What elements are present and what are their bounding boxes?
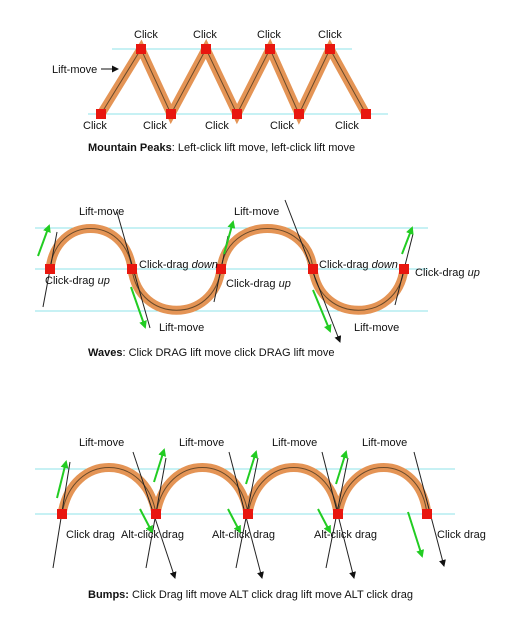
zigzag-path <box>97 38 370 125</box>
bumps-path <box>57 463 432 515</box>
mountain-peaks-diagram: Click Click Click Click Click Click Clic… <box>52 29 388 154</box>
lift-move-label: Lift-move <box>79 206 124 218</box>
peak-label: Click <box>134 29 158 41</box>
valley-label: Click <box>205 120 229 132</box>
caption-title: Waves <box>88 347 122 359</box>
caption-title: Mountain Peaks <box>88 142 172 154</box>
click-drag-up-label: Click-drag up <box>415 267 480 279</box>
bumps-diagram: Lift-move Lift-move Lift-move Lift-move … <box>35 437 486 601</box>
drag-down-arrow <box>312 289 332 333</box>
alt-click-drag-label: Alt-click drag <box>121 529 184 541</box>
waves-caption: Waves: Click DRAG lift move click DRAG l… <box>88 347 335 359</box>
caption-text: : Click DRAG lift move click DRAG lift m… <box>122 347 334 359</box>
drag-up-arrow <box>401 226 414 255</box>
lift-move-label: Lift-move <box>362 437 407 449</box>
alt-click-drag-label: Alt-click drag <box>314 529 377 541</box>
peak-label: Click <box>318 29 342 41</box>
drag-up-arrow <box>335 450 349 485</box>
drag-up-arrow <box>56 460 69 499</box>
valley-label: Click <box>83 120 107 132</box>
drag-down-arrow <box>139 508 153 534</box>
click-drag-down-label: Click-drag down <box>139 259 218 271</box>
bumps-caption: Bumps: Click Drag lift move ALT click dr… <box>88 589 413 601</box>
drag-arrows <box>56 448 424 558</box>
peak-label: Click <box>193 29 217 41</box>
caption-title: Bumps: <box>88 589 129 601</box>
drag-up-arrow <box>37 224 51 257</box>
drag-arrows <box>37 220 414 333</box>
lift-move-label: Lift-move <box>234 206 279 218</box>
valley-label: Click <box>335 120 359 132</box>
lift-move-label: Lift-move <box>272 437 317 449</box>
anchor-points <box>96 44 371 119</box>
lift-move-label: Lift-move <box>179 437 224 449</box>
mountain-caption: Mountain Peaks: Left-click lift move, le… <box>88 142 355 154</box>
click-drag-up-label: Click-drag up <box>226 278 291 290</box>
valley-label: Click <box>143 120 167 132</box>
lift-move-label: Lift-move <box>354 322 399 334</box>
click-drag-up-label: Click-drag up <box>45 275 110 287</box>
drag-up-arrow <box>245 450 259 485</box>
click-drag-down-label: Click-drag down <box>319 259 398 271</box>
click-drag-label: Click drag <box>437 529 486 541</box>
drag-down-arrow <box>317 508 331 534</box>
drag-down-arrow <box>227 508 241 534</box>
drag-down-arrow <box>407 511 424 558</box>
caption-text: : Left-click lift move, left-click lift … <box>172 142 355 154</box>
peak-label: Click <box>257 29 281 41</box>
waves-diagram: Lift-move Lift-move Lift-move Lift-move … <box>35 199 480 359</box>
anchor-points <box>45 264 409 274</box>
valley-label: Click <box>270 120 294 132</box>
direction-handles <box>42 199 414 343</box>
click-drag-label: Click drag <box>66 529 115 541</box>
lift-move-label: Lift-move <box>52 64 97 76</box>
drag-down-arrow <box>130 286 147 329</box>
lift-move-label: Lift-move <box>159 322 204 334</box>
drag-up-arrow <box>153 448 167 483</box>
drag-up-arrow <box>223 220 236 255</box>
anchor-points <box>57 509 432 519</box>
caption-text: Click Drag lift move ALT click drag lift… <box>129 589 413 601</box>
lift-move-label: Lift-move <box>79 437 124 449</box>
alt-click-drag-label: Alt-click drag <box>212 529 275 541</box>
